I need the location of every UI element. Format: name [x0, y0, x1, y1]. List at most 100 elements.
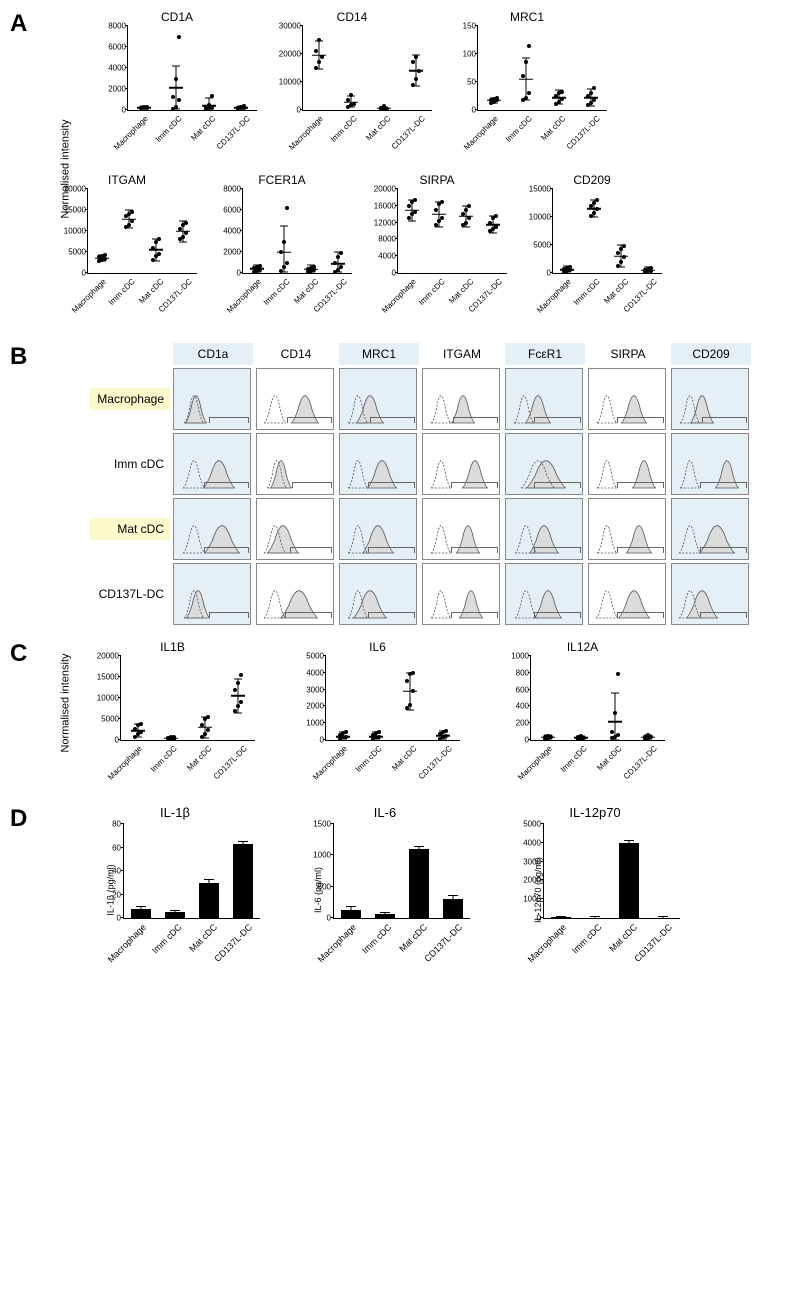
- data-point: [285, 206, 289, 210]
- y-tick-label: 8000: [108, 22, 126, 31]
- data-point: [336, 255, 340, 259]
- panel-c: C Normalised intensity IL1B0500010000150…: [10, 640, 777, 790]
- flow-gate: [451, 482, 498, 488]
- bar: [409, 849, 429, 918]
- flow-gate: [617, 612, 664, 618]
- flow-gate: [700, 612, 747, 618]
- y-tick-label: 20000: [374, 185, 396, 194]
- y-tick-label: 0: [547, 269, 551, 278]
- y-tick-label: 2000: [306, 702, 324, 711]
- x-tick-label: CD137L-DC: [389, 114, 426, 151]
- flow-histogram: [422, 563, 500, 625]
- data-point: [527, 44, 531, 48]
- y-tick-label: 4000: [378, 252, 396, 261]
- y-tick-label: 4000: [523, 838, 541, 847]
- flow-row-label: Mat cDC: [90, 518, 170, 540]
- data-point: [349, 93, 353, 97]
- data-point: [616, 251, 620, 255]
- plot-area: 02000400060008000: [127, 26, 257, 111]
- data-point: [494, 225, 498, 229]
- flow-histogram: [671, 498, 749, 560]
- data-point: [414, 55, 418, 59]
- data-point: [521, 74, 525, 78]
- y-tick-label: 5000: [68, 248, 86, 257]
- data-point: [494, 214, 498, 218]
- data-point: [130, 210, 134, 214]
- flow-histogram: [588, 368, 666, 430]
- panel-d: D IL-1βIL-1β (pg/ml)020406080MacrophageI…: [10, 805, 777, 975]
- flow-gate: [285, 612, 332, 618]
- y-tick-label: 0: [117, 914, 121, 923]
- data-point: [200, 723, 204, 727]
- x-tick-label: Mat cDC: [187, 922, 219, 954]
- flow-histogram: [173, 563, 251, 625]
- data-point: [200, 735, 204, 739]
- data-point: [619, 247, 623, 251]
- x-tick-label: Macrophage: [516, 744, 554, 782]
- data-point: [467, 204, 471, 208]
- data-point: [613, 711, 617, 715]
- flow-gate: [209, 417, 249, 423]
- x-tick-label: Mat cDC: [397, 922, 429, 954]
- data-point: [560, 97, 564, 101]
- x-tick-label: Macrophage: [112, 114, 150, 152]
- flow-histogram: [422, 368, 500, 430]
- plot-area: 050100150: [477, 26, 607, 111]
- panel-c-yaxis-label: Normalised intensity: [60, 653, 72, 752]
- y-tick-label: 0: [297, 106, 301, 115]
- scatter-chart: ITGAM05000100001500020000MacrophageImm c…: [52, 173, 202, 323]
- y-tick-label: 20000: [279, 50, 301, 59]
- flow-gate: [534, 547, 581, 553]
- y-tick-label: 50: [467, 78, 476, 87]
- scatter-chart: CD140100002000030000MacrophageImm cDCMat…: [267, 10, 437, 160]
- y-tick-label: 20000: [97, 652, 119, 661]
- x-tick-label: Mat cDC: [185, 744, 213, 772]
- y-tick-label: 0: [320, 736, 324, 745]
- plot-area: 050001000015000: [552, 189, 662, 274]
- x-tick-label: Imm cDC: [417, 277, 447, 307]
- x-tick-label: Macrophage: [70, 277, 108, 315]
- flow-histogram: [256, 498, 334, 560]
- data-point: [411, 60, 415, 64]
- data-point: [103, 253, 107, 257]
- data-point: [616, 672, 620, 676]
- panel-a-label: A: [10, 10, 27, 38]
- flow-gate: [451, 547, 498, 553]
- bar: [199, 883, 219, 918]
- y-tick-label: 5000: [101, 715, 119, 724]
- x-tick-label: Imm cDC: [329, 114, 359, 144]
- data-point: [242, 104, 246, 108]
- data-point: [646, 733, 650, 737]
- flow-row-label: CD137L-DC: [90, 583, 170, 605]
- flow-gate: [534, 417, 581, 423]
- y-tick-label: 2000: [523, 876, 541, 885]
- x-tick-label: Macrophage: [525, 922, 567, 964]
- y-tick-label: 1000: [523, 895, 541, 904]
- data-point: [279, 269, 283, 273]
- x-tick-label: Imm cDC: [360, 922, 394, 956]
- data-point: [317, 60, 321, 64]
- y-tick-label: 10000: [529, 213, 551, 222]
- data-point: [181, 235, 185, 239]
- data-point: [546, 734, 550, 738]
- data-point: [413, 210, 417, 214]
- bar: [551, 917, 571, 918]
- data-point: [184, 231, 188, 235]
- data-point: [282, 240, 286, 244]
- data-point: [157, 237, 161, 241]
- data-point: [239, 700, 243, 704]
- data-point: [145, 105, 149, 109]
- data-point: [139, 722, 143, 726]
- data-point: [157, 252, 161, 256]
- y-tick-label: 0: [122, 106, 126, 115]
- y-tick-label: 10000: [64, 227, 86, 236]
- flow-histogram: [173, 498, 251, 560]
- y-tick-label: 3000: [306, 685, 324, 694]
- flow-gate: [617, 482, 664, 488]
- flow-gate: [534, 482, 581, 488]
- data-point: [411, 671, 415, 675]
- data-point: [464, 208, 468, 212]
- data-point: [172, 735, 176, 739]
- plot-area: 02000400060008000: [242, 189, 352, 274]
- y-tick-label: 3000: [523, 857, 541, 866]
